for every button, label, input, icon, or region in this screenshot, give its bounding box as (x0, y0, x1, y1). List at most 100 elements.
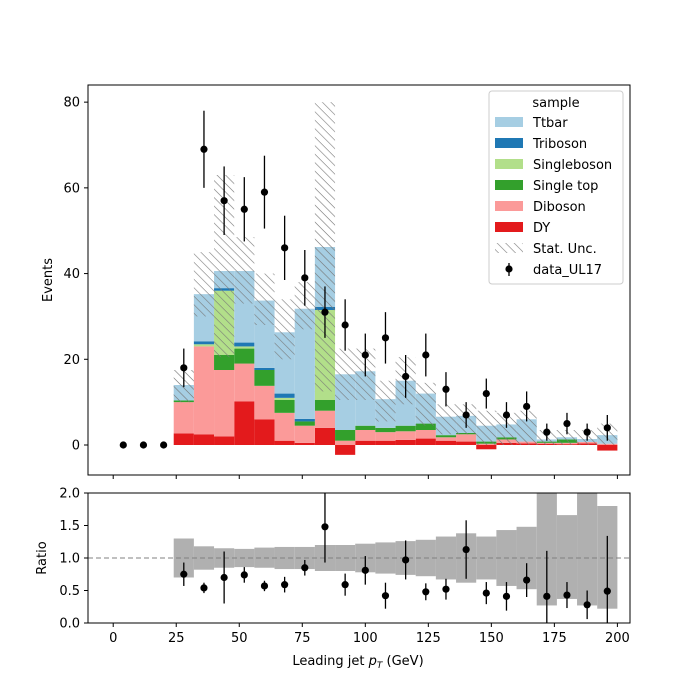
y-tick-label: 20 (63, 353, 80, 368)
ratio-band-bin (476, 536, 497, 580)
legend-swatch-triboson (495, 138, 523, 148)
stat-unc-bin (254, 273, 275, 325)
data-point (402, 372, 410, 381)
bar-triboson (294, 418, 315, 422)
ratio-points (180, 493, 611, 623)
legend-marker-data-ul17 (505, 265, 513, 273)
data-point (442, 385, 450, 393)
ratio-y-tick-label: 0.0 (59, 617, 80, 632)
legend-label-singleboson: Singleboson (533, 158, 612, 173)
stat-unc-bin (234, 237, 255, 304)
data-point (502, 411, 511, 419)
x-tick-label: 0 (109, 631, 117, 646)
ratio-point (361, 566, 369, 574)
main-plot-frame (87, 84, 631, 476)
legend-title: sample (532, 96, 579, 111)
stat-unc-bin (375, 380, 396, 422)
bar-dy (375, 440, 396, 445)
legend-label-triboson: Triboson (532, 137, 587, 152)
stat-unc-bin (193, 252, 215, 317)
bar-dy (335, 445, 356, 455)
ratio-point (603, 587, 611, 595)
bar-diboson (173, 402, 194, 434)
bar-dy (173, 433, 194, 445)
y-tick-label: 80 (63, 96, 80, 111)
bar-dy (415, 438, 436, 445)
bar-triboson (274, 393, 295, 398)
bar-single-top (395, 425, 416, 432)
ratio-point (543, 592, 551, 600)
bar-single-top (294, 421, 315, 426)
legend-label-diboson: Diboson (533, 200, 586, 215)
ratio-unc-band (173, 493, 618, 609)
ratio-band-bin (516, 526, 537, 590)
data-point (139, 441, 148, 449)
bar-dy (254, 419, 275, 445)
ratio-y-axis: 0.0 0.5 1.0 1.5 2.0 (59, 487, 88, 632)
legend-label-stat-unc-: Stat. Unc. (533, 242, 597, 257)
main-y-axis: 0 20 40 60 80 (63, 96, 88, 454)
data-point (200, 145, 208, 153)
bar-single-top (314, 400, 336, 411)
ratio-point (442, 585, 450, 593)
x-tick-label: 75 (294, 631, 311, 646)
ratio-point (240, 571, 248, 579)
bar-diboson (395, 431, 416, 440)
bar-dy (597, 445, 618, 451)
stat-unc-hatch (173, 102, 618, 445)
bar-diboson (214, 370, 235, 437)
bar-dy (193, 434, 215, 445)
main-x-axis-ticks (112, 475, 618, 479)
ratio-point (301, 564, 309, 572)
data-point (301, 274, 309, 282)
legend-swatch-dy (495, 222, 523, 232)
ratio-point (381, 592, 390, 600)
legend: sample Ttbar Triboson Singleboson Single to… (488, 90, 624, 285)
bar-dy (294, 442, 315, 445)
bar-single-top (214, 355, 235, 370)
ratio-y-tick-label: 0.5 (59, 584, 80, 599)
bar-diboson (254, 385, 275, 420)
ratio-point (523, 576, 531, 584)
ratio-point (220, 573, 228, 582)
data-point (341, 321, 349, 329)
ratio-band-bin (435, 536, 457, 580)
legend-label-single-top: Single top (533, 179, 598, 194)
ratio-point (482, 589, 490, 597)
bar-dy (234, 401, 255, 445)
bar-diboson (234, 363, 255, 402)
bar-diboson (335, 440, 356, 445)
stat-unc-bin (496, 412, 517, 445)
ratio-point (563, 591, 571, 599)
bar-single-top (435, 435, 457, 438)
data-point (482, 389, 490, 398)
main-y-axis-label: Events (41, 258, 56, 302)
data-point (381, 334, 390, 342)
bar-dy (435, 440, 457, 445)
legend-swatch-stat-unc- (495, 243, 523, 253)
ratio-point (341, 581, 349, 589)
ratio-point (462, 545, 470, 554)
stat-unc-bin (274, 299, 295, 360)
data-point (523, 402, 531, 411)
bar-dy (476, 445, 497, 450)
data-point (260, 188, 269, 196)
stat-unc-bin (435, 404, 457, 435)
stat-unc-bin (556, 430, 578, 445)
bar-dy (395, 439, 416, 445)
bar-diboson (274, 412, 295, 441)
ratio-point (502, 592, 511, 600)
stat-unc-bin (516, 410, 537, 445)
x-tick-label: 25 (168, 631, 185, 646)
legend-label-ttbar: Ttbar (532, 116, 568, 131)
bar-diboson (355, 430, 376, 441)
bar-triboson (254, 367, 275, 370)
legend-swatch-singleboson (495, 159, 523, 169)
bar-dy (456, 441, 477, 445)
ratio-x-axis: 0 25 50 75 100 125 150 175 200 (109, 623, 630, 646)
data-point (240, 205, 248, 213)
ratio-band-bin (173, 538, 194, 578)
ratio-point (321, 523, 329, 531)
ratio-point (200, 584, 208, 592)
